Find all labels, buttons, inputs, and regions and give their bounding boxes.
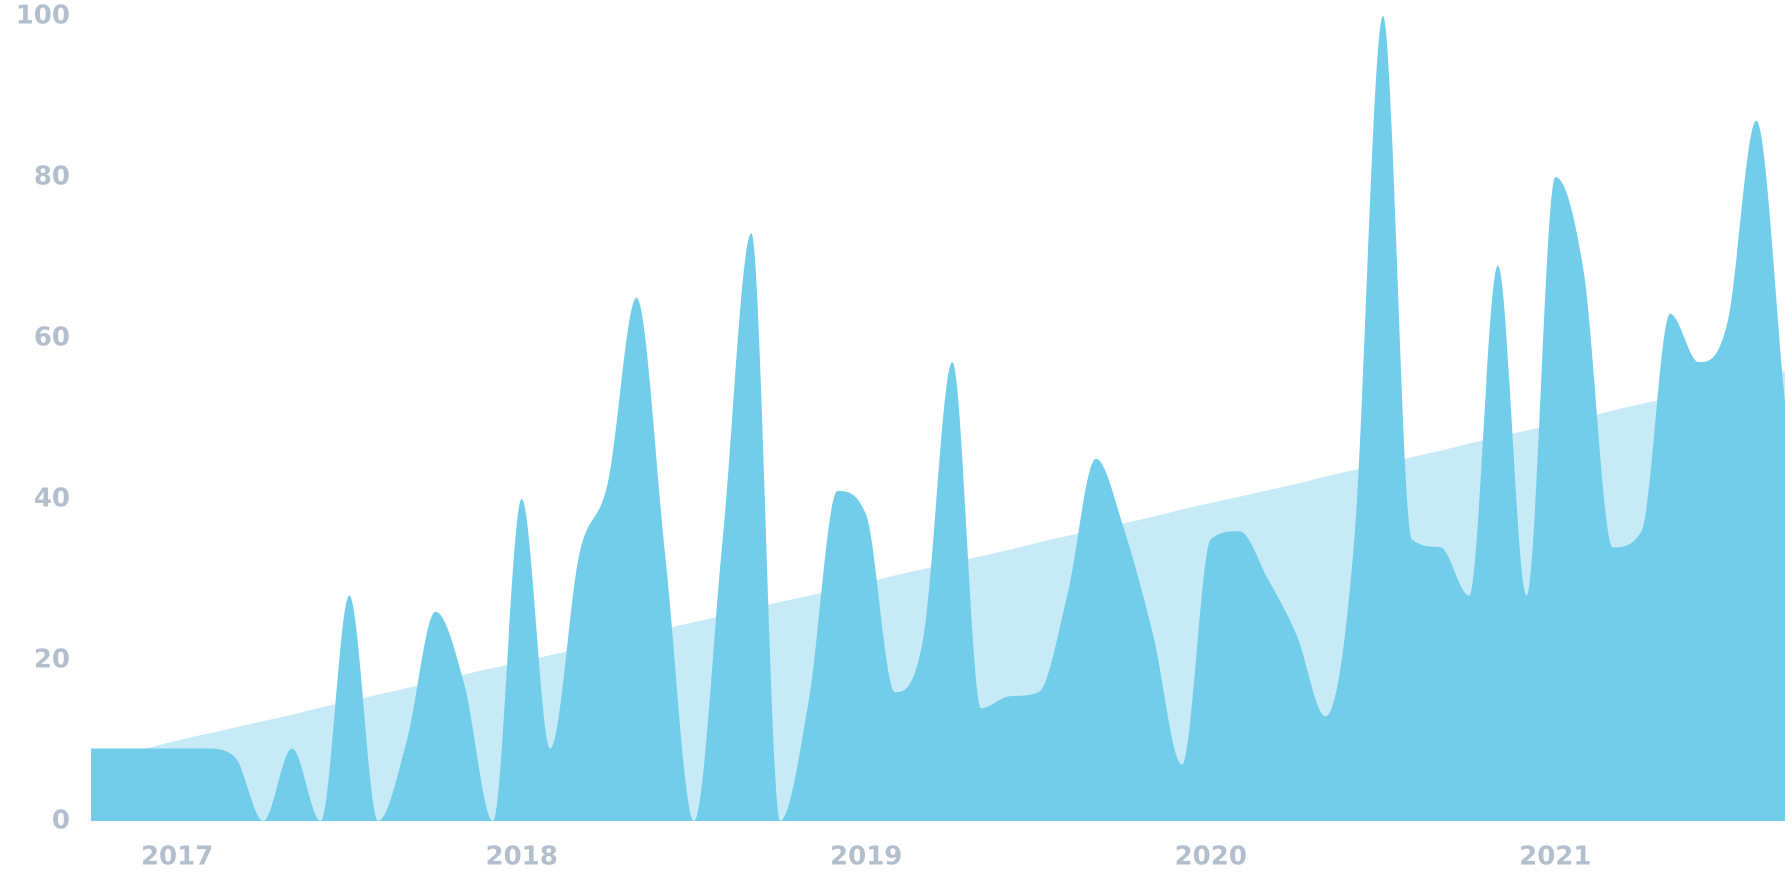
x-tick-label: 2021	[1519, 842, 1591, 872]
x-tick-label: 2020	[1175, 842, 1247, 872]
y-tick-label: 60	[34, 323, 70, 353]
x-tick-label: 2019	[830, 842, 902, 872]
y-tick-label: 100	[16, 1, 70, 31]
y-tick-label: 0	[52, 806, 70, 836]
area	[91, 16, 1785, 821]
x-tick-label: 2017	[141, 842, 213, 872]
y-tick-label: 80	[34, 162, 70, 192]
plot-area	[91, 16, 1785, 821]
x-tick-label: 2018	[485, 842, 557, 872]
y-tick-label: 20	[34, 645, 70, 675]
y-tick-label: 40	[34, 484, 70, 514]
